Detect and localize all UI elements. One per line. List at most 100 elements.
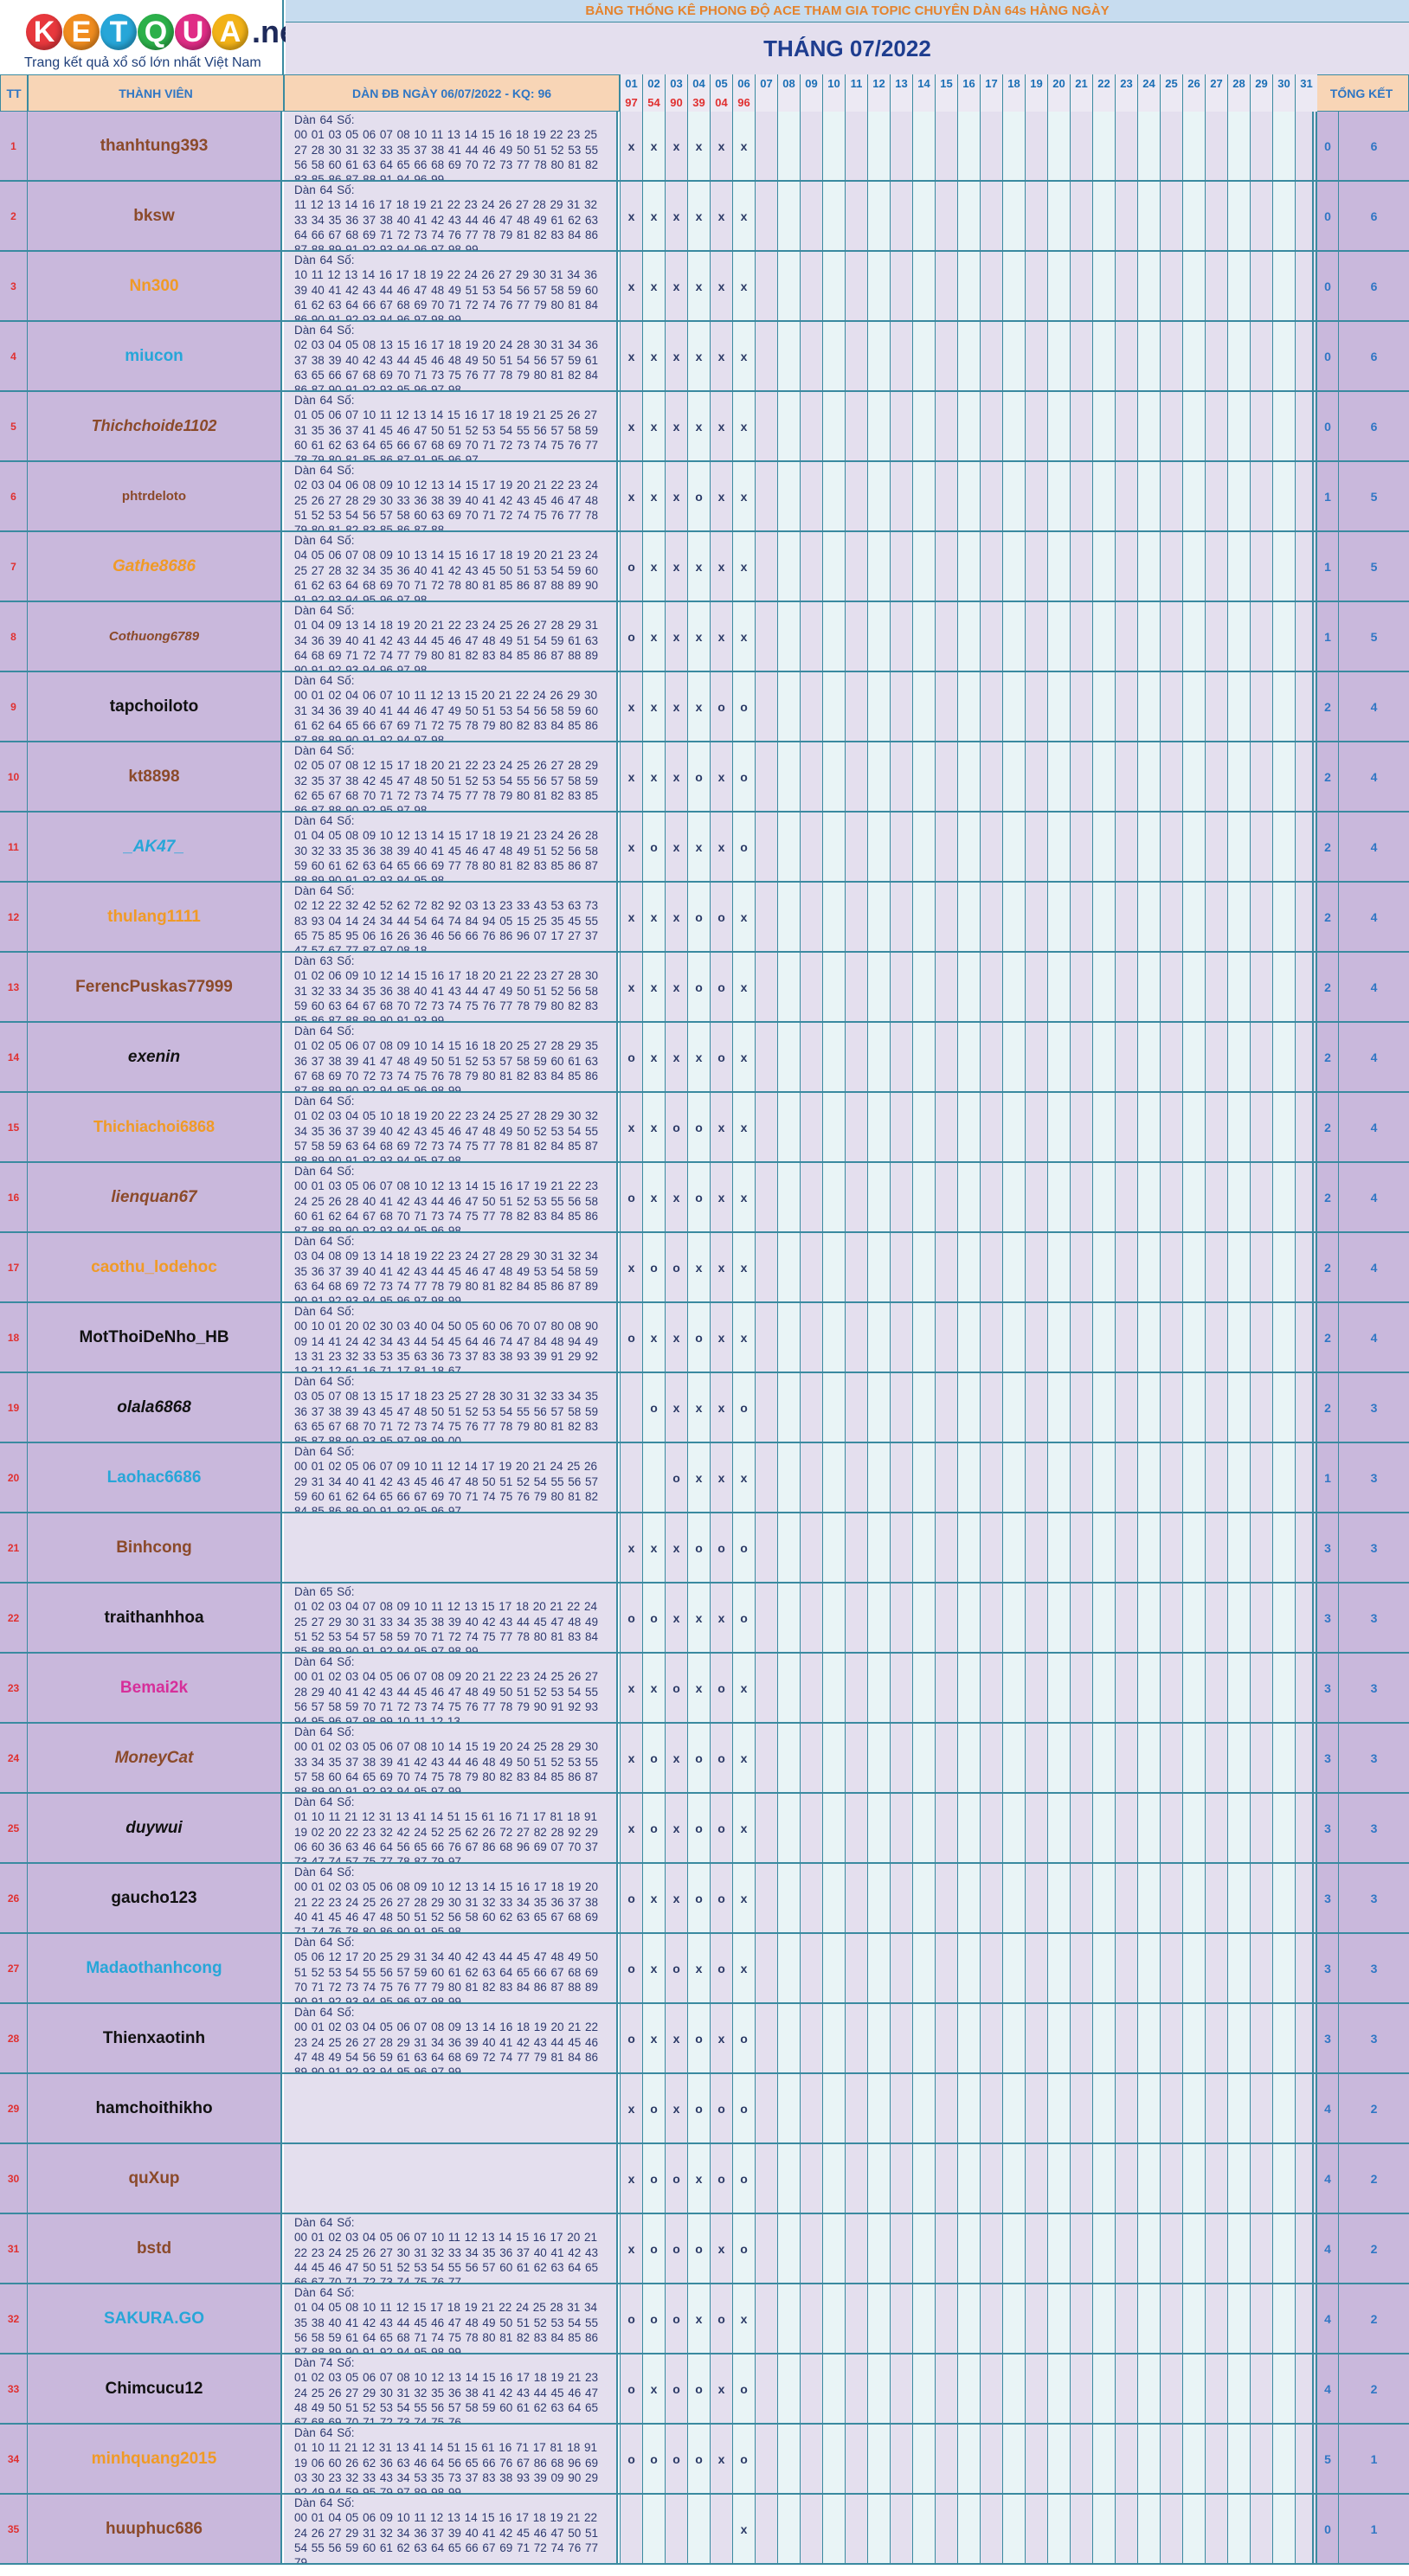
member-name[interactable]: hamchoithikho <box>28 2074 282 2142</box>
member-name[interactable]: SAKURA.GO <box>28 2284 282 2353</box>
day-mark <box>1115 392 1137 460</box>
day-mark <box>845 1443 867 1512</box>
column-separator <box>1312 2495 1317 2563</box>
day-mark <box>1160 1373 1182 1442</box>
member-name[interactable]: bstd <box>28 2214 282 2283</box>
member-name[interactable]: Cothuong6789 <box>28 602 282 671</box>
member-name[interactable]: Binhcong <box>28 1513 282 1582</box>
column-separator <box>1312 1373 1317 1442</box>
member-name[interactable]: thanhtung393 <box>28 112 282 180</box>
member-name[interactable]: miucon <box>28 322 282 390</box>
day-mark <box>845 322 867 390</box>
day-mark <box>800 1934 822 2002</box>
day-mark <box>1182 2144 1205 2213</box>
member-name[interactable]: lienquan67 <box>28 1163 282 1231</box>
member-name[interactable]: thulang1111 <box>28 883 282 951</box>
member-name[interactable]: Thichiachoi6868 <box>28 1093 282 1161</box>
day-mark <box>1182 112 1205 180</box>
day-mark <box>845 883 867 951</box>
member-name[interactable]: exenin <box>28 1023 282 1091</box>
day-mark <box>1205 1373 1227 1442</box>
day-mark: x <box>642 252 665 320</box>
member-name[interactable]: phtrdeloto <box>28 462 282 530</box>
table-row: 9 tapchoiloto Dàn 64 Số: 00 01 02 04 06 07 … <box>0 672 1409 742</box>
day-mark <box>957 1443 980 1512</box>
miss-count: 4 <box>1317 2354 1338 2423</box>
day-header: 18 <box>1002 74 1025 93</box>
day-mark <box>1070 2144 1092 2213</box>
member-name[interactable]: quXup <box>28 2144 282 2213</box>
dan-heading: Dàn 64 Số: <box>294 1655 355 1668</box>
day-mark <box>957 1233 980 1301</box>
day-mark <box>1205 953 1227 1021</box>
dan-heading: Dàn 64 Số: <box>294 324 355 337</box>
member-name[interactable]: kt8898 <box>28 742 282 811</box>
member-name[interactable]: gaucho123 <box>28 1864 282 1932</box>
member-name[interactable]: Bemai2k <box>28 1654 282 1722</box>
day-mark <box>1272 883 1295 951</box>
day-mark <box>822 1443 845 1512</box>
day-mark <box>1250 2425 1272 2493</box>
day-mark <box>1227 2074 1250 2142</box>
day-mark <box>800 1023 822 1091</box>
day-mark <box>845 672 867 741</box>
member-name[interactable]: Madaothanhcong <box>28 1934 282 2002</box>
dan-heading: Dàn 64 Số: <box>294 1445 355 1458</box>
day-header: 07 <box>755 74 777 93</box>
member-name[interactable]: MotThoiDeNho_HB <box>28 1303 282 1372</box>
miss-count: 3 <box>1317 1513 1338 1582</box>
day-mark <box>912 2144 935 2213</box>
day-mark <box>890 2495 912 2563</box>
day-mark: o <box>687 2425 710 2493</box>
day-mark <box>935 742 957 811</box>
member-name[interactable]: _AK47_ <box>28 813 282 881</box>
day-mark <box>1002 182 1025 250</box>
column-separator <box>1312 2425 1317 2493</box>
member-name[interactable]: Nn300 <box>28 252 282 320</box>
day-mark <box>935 252 957 320</box>
day-mark: o <box>620 1584 642 1652</box>
member-name[interactable]: Thichchoide1102 <box>28 392 282 460</box>
table-row: 11 _AK47_ Dàn 64 Số: 01 04 05 08 09 10 12 1… <box>0 813 1409 883</box>
day-mark: o <box>620 532 642 601</box>
day-mark: o <box>732 2214 755 2283</box>
member-name[interactable]: huuphuc686 <box>28 2495 282 2563</box>
day-mark: x <box>687 1373 710 1442</box>
day-mark: o <box>710 2074 732 2142</box>
day-mark: x <box>620 1794 642 1862</box>
day-mark: x <box>642 953 665 1021</box>
site-logo[interactable]: K E T Q U A .net Trang kết quả xổ số lớn nhất … <box>0 0 307 81</box>
member-name[interactable]: MoneyCat <box>28 1724 282 1792</box>
day-mark: o <box>665 1233 687 1301</box>
day-mark: x <box>620 672 642 741</box>
member-name[interactable]: olala6868 <box>28 1373 282 1442</box>
day-mark <box>1182 1093 1205 1161</box>
day-mark <box>867 953 890 1021</box>
miss-count: 0 <box>1317 392 1338 460</box>
day-result <box>1137 93 1160 112</box>
day-mark <box>1182 532 1205 601</box>
member-name[interactable]: duywui <box>28 1794 282 1862</box>
member-name[interactable]: tapchoiloto <box>28 672 282 741</box>
member-name[interactable]: Laohac6686 <box>28 1443 282 1512</box>
member-name[interactable]: Gathe8686 <box>28 532 282 601</box>
day-mark: x <box>665 1794 687 1862</box>
day-mark: x <box>620 252 642 320</box>
miss-count: 4 <box>1317 2144 1338 2213</box>
day-mark <box>890 2425 912 2493</box>
member-name[interactable]: traithanhhoa <box>28 1584 282 1652</box>
dan-list: 03 05 07 08 13 15 17 18 23 25 27 28 30 3… <box>294 1390 599 1442</box>
member-name[interactable]: minhquang2015 <box>28 2425 282 2493</box>
day-mark <box>1047 112 1070 180</box>
day-mark <box>1070 462 1092 530</box>
day-mark <box>1205 182 1227 250</box>
day-mark <box>845 1934 867 2002</box>
day-mark <box>845 602 867 671</box>
day-mark <box>755 462 777 530</box>
member-name[interactable]: FerencPuskas77999 <box>28 953 282 1021</box>
member-name[interactable]: bksw <box>28 182 282 250</box>
member-name[interactable]: Thienxaotinh <box>28 2004 282 2072</box>
day-mark <box>642 2495 665 2563</box>
member-name[interactable]: Chimcucu12 <box>28 2354 282 2423</box>
member-name[interactable]: caothu_lodehoc <box>28 1233 282 1301</box>
